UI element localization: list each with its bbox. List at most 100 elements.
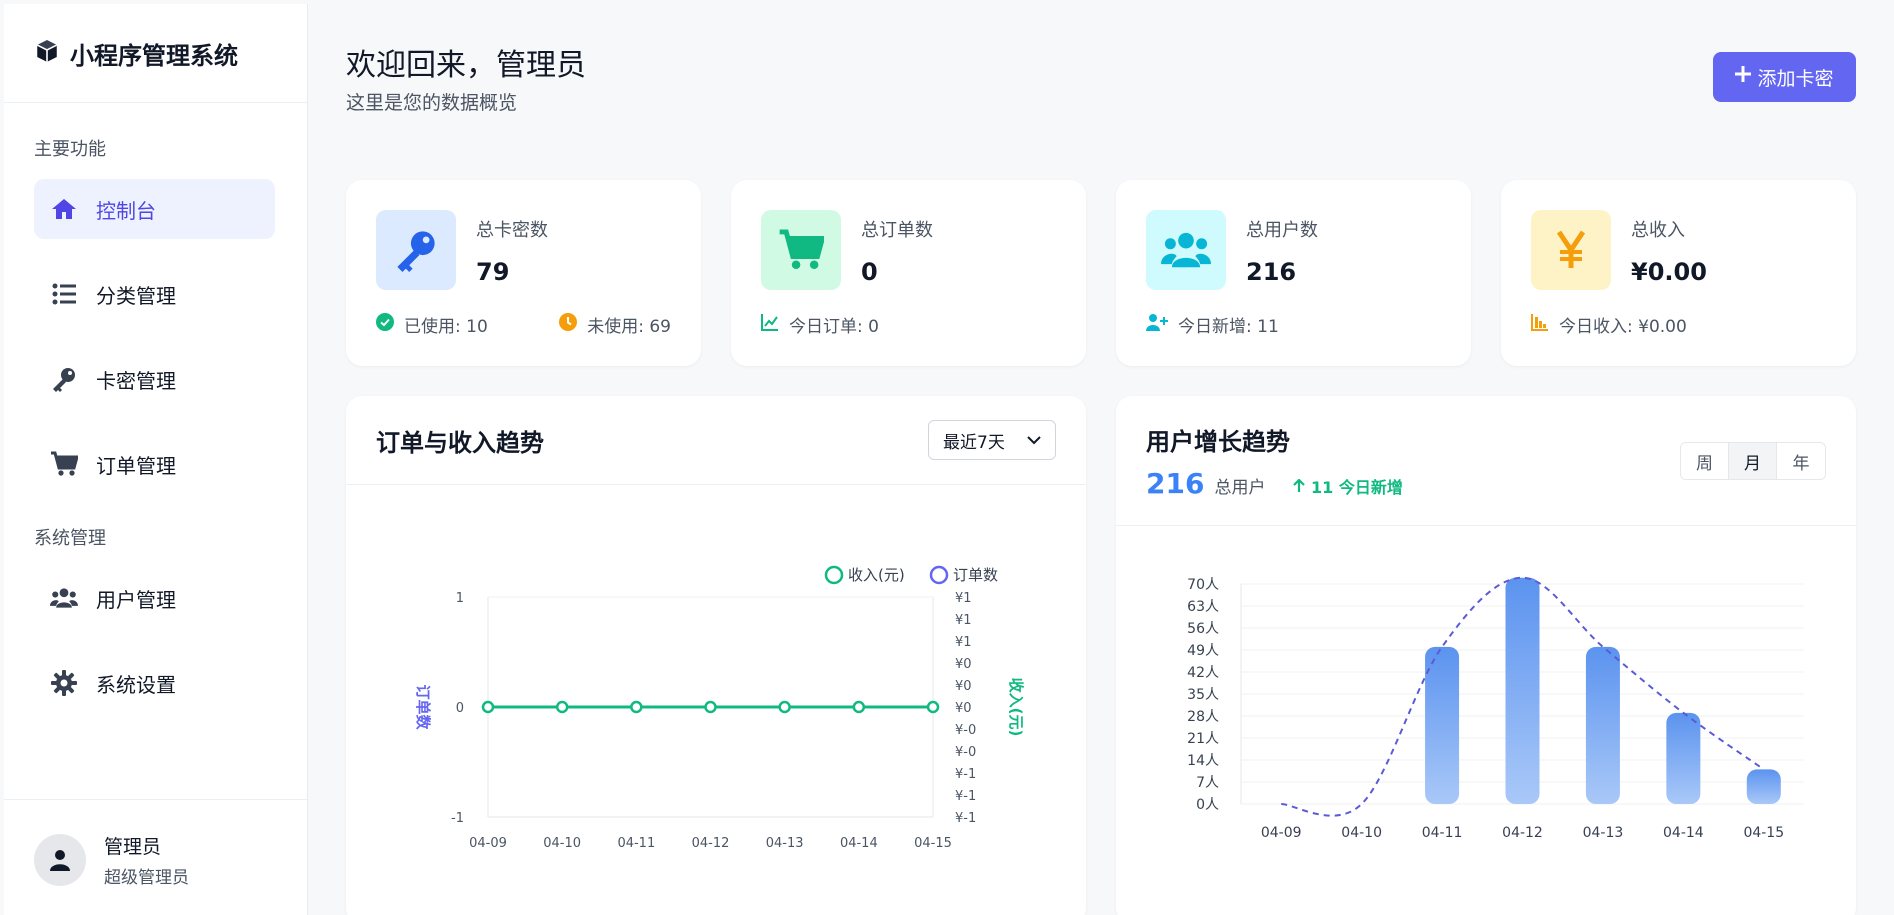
stat-card-cards: 总卡密数 79 已使用: 10 未使用: 69 [346, 180, 701, 366]
data-point [852, 700, 866, 714]
stats-row: 总卡密数 79 已使用: 10 未使用: 69 [346, 180, 1856, 366]
y-tick: 56人 [1187, 621, 1219, 637]
cart-icon [761, 210, 841, 290]
stat-value: ¥0.00 [1631, 258, 1707, 286]
legend-marker [929, 565, 949, 585]
stat-value: 0 [861, 258, 878, 286]
stat-label: 总订单数 [861, 220, 933, 241]
line-chart-icon [761, 313, 779, 336]
current-user[interactable]: 管理员 超级管理员 [4, 799, 307, 915]
y-tick-right: ¥-1 [955, 789, 976, 804]
stat-label: 总收入 [1631, 220, 1685, 241]
y-axis-label-left: 订单数 [414, 684, 432, 730]
page-subtitle: 这里是您的数据概览 [346, 92, 518, 114]
brand: 小程序管理系统 [4, 4, 307, 103]
chart-title: 订单与收入趋势 [376, 428, 544, 457]
y-tick-left: 0 [456, 701, 464, 716]
y-tick: 0人 [1196, 797, 1219, 813]
today-new-users: 今日新增: 11 [1178, 317, 1279, 337]
tab-year[interactable]: 年 [1777, 443, 1825, 479]
sidebar-item-dashboard[interactable]: 控制台 [34, 179, 275, 239]
sidebar: 小程序管理系统 主要功能 控制台 分类管理 卡密管理 [4, 4, 308, 915]
y-tick-right: ¥1 [955, 635, 972, 650]
y-tick-right: ¥1 [955, 613, 972, 628]
range-select[interactable]: 最近7天 [928, 420, 1056, 460]
page-header: 欢迎回来，管理员 这里是您的数据概览 添加卡密 [346, 40, 1856, 140]
clock-icon [559, 313, 578, 336]
sidebar-item-orders[interactable]: 订单管理 [34, 434, 275, 494]
y-tick-right: ¥0 [955, 701, 972, 716]
y-tick: 21人 [1187, 731, 1219, 747]
sidebar-item-settings[interactable]: 系统设置 [34, 653, 275, 713]
order-revenue-chart: 1 0 -1 ¥1 ¥1 ¥1 ¥0 ¥0 ¥0 ¥-0 ¥-0 ¥-1 ¥-1 ¥-1 04-09 04-1… [414, 565, 1025, 851]
x-tick: 04-09 [469, 836, 507, 851]
stat-card-revenue: 总收入 ¥0.00 今日收入: ¥0.00 [1501, 180, 1856, 366]
y-tick: 14人 [1187, 753, 1219, 769]
users-icon [1146, 210, 1226, 290]
sidebar-item-label: 卡密管理 [96, 368, 176, 393]
sidebar-item-label: 用户管理 [96, 587, 176, 612]
sidebar-item-label: 订单管理 [96, 453, 176, 478]
gear-icon [50, 669, 78, 697]
y-tick-right: ¥0 [955, 657, 972, 672]
tab-week[interactable]: 周 [1681, 443, 1729, 479]
bar [1425, 646, 1460, 804]
stat-label: 总用户数 [1246, 220, 1318, 241]
user-icon [50, 849, 70, 871]
bar [1746, 769, 1781, 804]
add-card-button[interactable]: 添加卡密 [1713, 52, 1856, 102]
yen-icon [1531, 210, 1611, 290]
tab-month[interactable]: 月 [1729, 443, 1777, 479]
x-tick: 04-12 [1502, 825, 1543, 841]
sidebar-item-categories[interactable]: 分类管理 [34, 264, 275, 324]
user-name: 管理员 [104, 835, 162, 858]
x-tick: 04-10 [543, 836, 581, 851]
x-tick: 04-11 [617, 836, 655, 851]
unused-count: 未使用: 69 [587, 317, 671, 337]
y-tick-right: ¥1 [955, 591, 972, 606]
brand-title: 小程序管理系统 [70, 41, 238, 70]
x-tick: 04-09 [1261, 825, 1302, 841]
sidebar-item-label: 控制台 [96, 198, 156, 223]
y-tick: 28人 [1187, 709, 1219, 725]
user-total: 216 [1146, 467, 1205, 500]
bar [1666, 712, 1701, 804]
sidebar-item-cards[interactable]: 卡密管理 [34, 349, 275, 409]
check-circle-icon [376, 313, 394, 336]
data-point [926, 700, 940, 714]
plus-icon [1735, 66, 1752, 88]
key-icon [376, 210, 456, 290]
x-tick: 04-13 [766, 836, 804, 851]
data-point [630, 700, 643, 714]
key-icon [50, 365, 78, 393]
y-tick-right: ¥0 [955, 679, 972, 694]
user-plus-icon [1146, 313, 1168, 336]
user-total-label: 总用户 [1214, 478, 1266, 498]
order-revenue-chart-card: 订单与收入趋势 最近7天 1 0 -1 ¥1 ¥1 ¥1 ¥0 ¥0 ¥0 ¥-0 ¥-0 ¥-1 ¥-… [346, 396, 1086, 915]
page-title: 欢迎回来，管理员 [346, 48, 586, 83]
data-point [481, 700, 495, 714]
data-point [704, 700, 717, 714]
nav-heading-main: 主要功能 [34, 139, 106, 160]
y-tick: 35人 [1187, 687, 1219, 703]
sidebar-item-users[interactable]: 用户管理 [34, 568, 275, 628]
nav-heading-system: 系统管理 [34, 528, 106, 549]
list-icon [50, 280, 78, 308]
avatar [34, 833, 86, 886]
y-tick-left: 1 [456, 591, 464, 606]
user-role: 超级管理员 [104, 867, 189, 888]
stat-value: 216 [1246, 258, 1297, 286]
y-tick-right: ¥-1 [955, 767, 976, 782]
legend-label: 订单数 [953, 566, 998, 584]
main-content: 欢迎回来，管理员 这里是您的数据概览 添加卡密 总卡密数 7 [308, 0, 1894, 915]
user-new-today-text: 11 今日新增 [1311, 478, 1403, 497]
data-point [778, 700, 791, 714]
y-tick-right: ¥-0 [955, 745, 976, 760]
x-tick: 04-14 [1663, 825, 1704, 841]
chart-title: 用户增长趋势 [1146, 428, 1290, 456]
stat-card-users: 总用户数 216 今日新增: 11 [1116, 180, 1471, 366]
x-tick: 04-12 [692, 836, 730, 851]
x-tick: 04-13 [1583, 825, 1624, 841]
add-card-label: 添加卡密 [1757, 68, 1834, 90]
x-tick: 04-15 [1743, 825, 1784, 841]
